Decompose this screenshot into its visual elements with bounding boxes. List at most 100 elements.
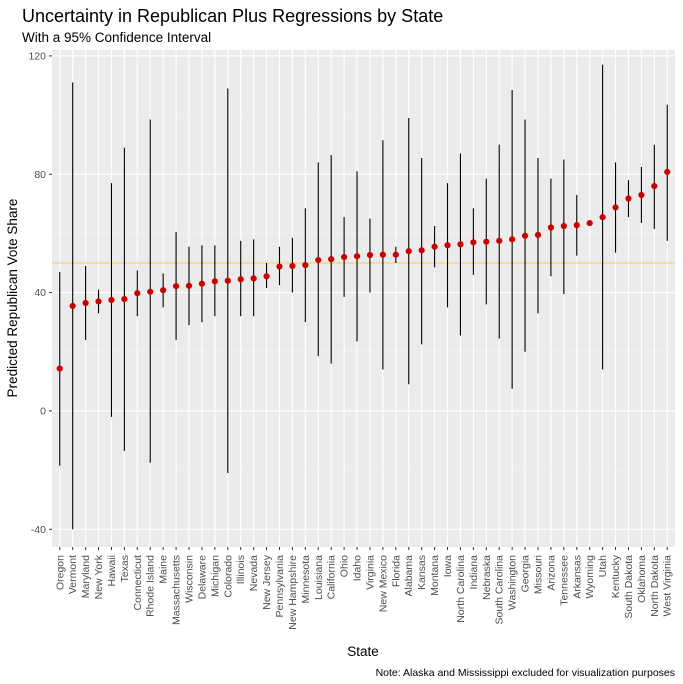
x-axis: Oregon Vermont Maryland New York Hawaii Texas…: [54, 547, 674, 630]
minor-gridlines: [52, 114, 675, 471]
data-point: [612, 204, 619, 211]
x-tick-label: Illinois: [235, 555, 247, 584]
x-tick-label: Wisconsin: [184, 555, 196, 603]
data-point: [95, 298, 102, 305]
x-tick-label: Wyoming: [584, 555, 596, 599]
data-point: [560, 222, 567, 230]
x-tick-label: South Dakota: [623, 555, 635, 619]
x-tick-label: Louisiana: [313, 555, 325, 600]
data-point: [651, 182, 658, 190]
x-tick-label: North Carolina: [455, 555, 467, 623]
data-point: [82, 299, 89, 307]
data-point: [483, 238, 490, 245]
x-tick-label: Oklahoma: [636, 555, 648, 603]
data-point: [134, 290, 141, 297]
x-tick-label: Montana: [429, 555, 441, 596]
x-tick-label: Connecticut: [132, 555, 144, 611]
x-tick-label: Minnesota: [300, 555, 312, 604]
data-point: [379, 251, 386, 258]
data-point: [56, 365, 63, 372]
x-tick-label: Alabama: [403, 555, 415, 597]
x-tick-label: Iowa: [442, 555, 454, 577]
data-point: [599, 214, 606, 221]
x-tick-label: Missouri: [532, 555, 544, 594]
data-point: [470, 239, 477, 246]
x-tick-label: Kentucky: [610, 554, 622, 598]
data-point: [315, 256, 322, 264]
x-tick-label: Maryland: [80, 555, 92, 598]
y-axis: -40 0 40 80 120: [28, 50, 52, 536]
x-tick-label: Oregon: [54, 555, 66, 590]
y-tick-label: 120: [28, 50, 46, 62]
x-tick-label: New Jersey: [261, 554, 273, 610]
data-point: [276, 263, 283, 270]
data-point: [289, 262, 296, 270]
data-point: [496, 237, 503, 244]
data-point: [405, 248, 412, 255]
x-tick-label: New Hampshire: [287, 555, 299, 630]
x-tick-label: Vermont: [67, 555, 79, 594]
x-tick-label: Delaware: [196, 555, 208, 600]
data-point: [341, 253, 348, 261]
x-tick-label: Idaho: [352, 555, 364, 581]
chart-subtitle: With a 95% Confidence Interval: [22, 30, 211, 45]
x-tick-label: Pennsylvania: [274, 555, 286, 618]
data-point: [108, 296, 115, 304]
x-tick-label: Virginia: [364, 555, 376, 590]
data-point: [586, 219, 593, 227]
x-tick-label: Arizona: [545, 555, 557, 591]
x-tick-label: New Mexico: [377, 555, 389, 612]
x-tick-label: Nebraska: [481, 555, 493, 600]
data-point: [160, 287, 167, 294]
y-tick-label: 80: [34, 169, 46, 181]
data-point: [353, 253, 361, 260]
x-tick-label: Arkansas: [571, 555, 583, 599]
data-point: [237, 276, 244, 283]
y-tick-label: 0: [40, 405, 46, 417]
y-axis-label: Predicted Republican Vote Share: [5, 199, 20, 398]
x-tick-label: Florida: [390, 555, 402, 587]
data-point: [250, 275, 257, 282]
data-point: [444, 242, 451, 249]
x-tick-label: Nevada: [248, 555, 260, 591]
data-point: [638, 191, 645, 199]
x-tick-label: Washington: [507, 555, 519, 610]
x-tick-label: Rhode Island: [145, 555, 157, 617]
x-tick-label: Massachusetts: [171, 555, 183, 625]
x-tick-label: New York: [93, 554, 105, 599]
data-point: [302, 261, 309, 269]
data-point: [147, 288, 154, 295]
data-point: [457, 241, 464, 248]
y-tick-label: 40: [34, 287, 46, 299]
data-point: [263, 273, 270, 280]
data-point: [521, 232, 529, 239]
x-tick-label: Kansas: [416, 555, 428, 590]
data-point: [224, 277, 231, 284]
chart-title: Uncertainty in Republican Plus Regressio…: [22, 6, 443, 26]
data-point: [547, 224, 555, 231]
x-tick-label: Hawaii: [106, 555, 118, 587]
data-point: [198, 280, 206, 287]
x-tick-label: California: [326, 555, 338, 600]
x-tick-label: Utah: [597, 555, 609, 577]
data-point: [431, 243, 438, 250]
data-point: [211, 278, 218, 285]
x-tick-label: Indiana: [468, 555, 480, 590]
data-point: [534, 231, 542, 238]
x-tick-label: Colorado: [222, 555, 234, 598]
data-point: [172, 282, 180, 290]
data-point: [625, 195, 632, 202]
data-point: [392, 251, 399, 258]
x-tick-label: North Dakota: [649, 555, 661, 617]
x-tick-label: Georgia: [520, 555, 532, 593]
x-tick-label: Maine: [158, 555, 170, 584]
data-point: [185, 282, 193, 289]
data-point: [328, 256, 335, 263]
data-point: [664, 168, 671, 175]
plot-panel: [52, 50, 675, 547]
chart-caption: Note: Alaska and Mississippi excluded fo…: [376, 667, 675, 679]
x-tick-label: Ohio: [339, 555, 351, 577]
data-point: [418, 247, 425, 254]
data-point: [366, 251, 374, 259]
